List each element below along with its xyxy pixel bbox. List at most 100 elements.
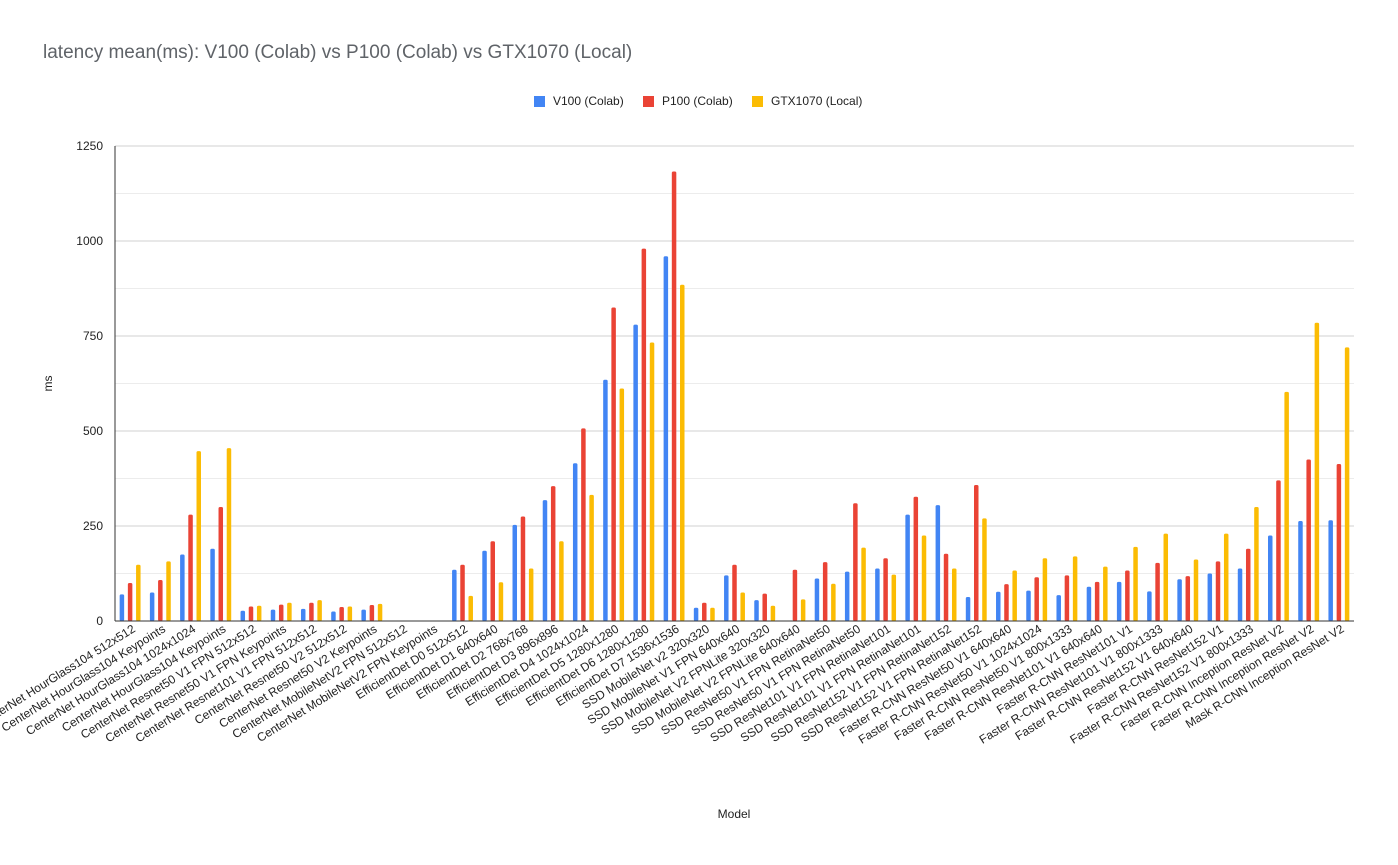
bar-v100-colab bbox=[300, 608, 306, 621]
bar-v100-colab bbox=[844, 571, 850, 621]
bar-v100-colab bbox=[240, 610, 246, 621]
bar-gtx1070-local bbox=[740, 592, 745, 621]
legend-label: GTX1070 (Local) bbox=[771, 94, 863, 108]
bar-v100-colab bbox=[965, 597, 971, 621]
bar-p100-colab bbox=[1034, 577, 1039, 621]
bar-gtx1070-local bbox=[589, 494, 594, 621]
bar-v100-colab bbox=[905, 514, 910, 621]
bar-gtx1070-local bbox=[619, 388, 625, 621]
bar-v100-colab bbox=[542, 500, 548, 621]
bar-gtx1070-local bbox=[861, 547, 866, 621]
bar-v100-colab bbox=[572, 463, 578, 621]
bar-gtx1070-local bbox=[710, 607, 715, 621]
bar-p100-colab bbox=[1064, 575, 1070, 621]
bar-p100-colab bbox=[339, 606, 344, 621]
bar-gtx1070-local bbox=[800, 599, 806, 621]
bar-gtx1070-local bbox=[528, 568, 534, 621]
bar-gtx1070-local bbox=[891, 574, 897, 621]
bar-p100-colab bbox=[732, 564, 737, 621]
legend-item: GTX1070 (Local) bbox=[752, 94, 862, 108]
bar-gtx1070-local bbox=[559, 541, 564, 621]
x-axis-label: Model bbox=[718, 807, 751, 821]
legend-item: V100 (Colab) bbox=[534, 94, 624, 108]
bar-gtx1070-local bbox=[982, 518, 987, 621]
bar-gtx1070-local bbox=[136, 564, 141, 621]
bar-gtx1070-local bbox=[1163, 533, 1169, 621]
y-tick-label: 750 bbox=[83, 329, 103, 343]
bar-p100-colab bbox=[943, 553, 949, 621]
bar-v100-colab bbox=[149, 592, 155, 621]
y-tick-label: 1250 bbox=[76, 139, 103, 153]
bar-gtx1070-local bbox=[1254, 507, 1259, 621]
bar-v100-colab bbox=[663, 256, 669, 621]
bar-v100-colab bbox=[875, 568, 880, 621]
bar-p100-colab bbox=[913, 496, 919, 621]
bar-p100-colab bbox=[1125, 570, 1130, 621]
bar-p100-colab bbox=[702, 602, 707, 621]
bar-v100-colab bbox=[603, 379, 608, 621]
bar-p100-colab bbox=[1185, 576, 1191, 621]
bar-p100-colab bbox=[127, 583, 133, 621]
bar-gtx1070-local bbox=[649, 342, 655, 621]
bar-p100-colab bbox=[158, 579, 163, 621]
bar-v100-colab bbox=[331, 611, 336, 621]
y-tick-label: 1000 bbox=[76, 234, 103, 248]
bar-v100-colab bbox=[512, 524, 518, 621]
bar-p100-colab bbox=[278, 604, 284, 621]
bar-gtx1070-local bbox=[770, 605, 776, 621]
bar-gtx1070-local bbox=[921, 535, 927, 621]
bar-gtx1070-local bbox=[347, 606, 353, 621]
bar-v100-colab bbox=[270, 609, 276, 621]
bar-p100-colab bbox=[248, 606, 254, 621]
bar-p100-colab bbox=[853, 503, 858, 621]
y-axis-label: ms bbox=[41, 376, 55, 392]
bar-v100-colab bbox=[724, 575, 729, 621]
bar-p100-colab bbox=[1094, 581, 1100, 621]
bar-gtx1070-local bbox=[831, 583, 836, 621]
bar-p100-colab bbox=[1215, 561, 1221, 621]
bar-gtx1070-local bbox=[377, 603, 383, 621]
bar-gtx1070-local bbox=[1284, 391, 1289, 621]
bar-gtx1070-local bbox=[680, 284, 685, 621]
bar-v100-colab bbox=[814, 578, 820, 621]
legend-label: P100 (Colab) bbox=[662, 94, 733, 108]
bar-v100-colab bbox=[180, 554, 185, 621]
bar-p100-colab bbox=[792, 569, 798, 621]
bar-v100-colab bbox=[935, 505, 941, 621]
bar-gtx1070-local bbox=[498, 582, 504, 621]
bar-v100-colab bbox=[1207, 573, 1213, 621]
bar-v100-colab bbox=[482, 550, 487, 621]
bar-p100-colab bbox=[1276, 480, 1281, 621]
bar-gtx1070-local bbox=[287, 602, 292, 621]
bar-gtx1070-local bbox=[317, 600, 322, 621]
legend: V100 (Colab) P100 (Colab) GTX1070 (Local) bbox=[0, 94, 1398, 112]
bar-v100-colab bbox=[1116, 581, 1122, 621]
bar-gtx1070-local bbox=[1344, 347, 1350, 621]
chart-title: latency mean(ms): V100 (Colab) vs P100 (… bbox=[43, 42, 633, 63]
legend-item: P100 (Colab) bbox=[643, 94, 733, 108]
bar-gtx1070-local bbox=[256, 605, 262, 621]
bar-v100-colab bbox=[210, 548, 215, 621]
legend-swatch bbox=[752, 95, 763, 107]
bar-p100-colab bbox=[1004, 584, 1009, 621]
bar-gtx1070-local bbox=[1042, 558, 1048, 621]
bar-v100-colab bbox=[996, 591, 1001, 621]
bar-v100-colab bbox=[1026, 590, 1031, 621]
bar-v100-colab bbox=[119, 594, 125, 621]
bar-v100-colab bbox=[693, 607, 699, 621]
bar-gtx1070-local bbox=[1314, 322, 1320, 621]
y-tick-label: 500 bbox=[83, 424, 103, 438]
bar-v100-colab bbox=[1328, 520, 1333, 621]
bar-p100-colab bbox=[490, 541, 495, 621]
bar-gtx1070-local bbox=[1193, 559, 1199, 621]
bar-gtx1070-local bbox=[226, 448, 232, 621]
bar-v100-colab bbox=[1237, 568, 1243, 621]
bar-p100-colab bbox=[550, 486, 556, 621]
bar-p100-colab bbox=[974, 484, 979, 621]
bar-p100-colab bbox=[218, 507, 224, 621]
bar-p100-colab bbox=[581, 428, 586, 621]
bar-p100-colab bbox=[883, 558, 888, 621]
legend-swatch bbox=[534, 95, 545, 107]
